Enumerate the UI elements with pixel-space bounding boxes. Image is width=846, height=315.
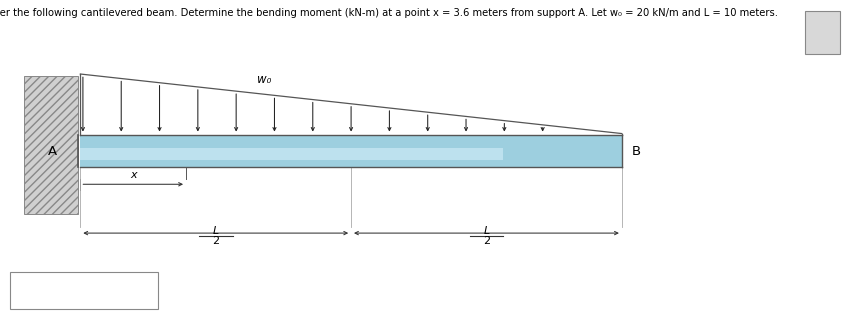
Text: A: A (47, 145, 57, 158)
Text: Consider the following cantilevered beam. Determine the bending moment (kN-m) at: Consider the following cantilevered beam… (0, 8, 778, 18)
Text: L: L (212, 226, 219, 236)
Text: 2: 2 (483, 236, 490, 246)
Text: 2: 2 (212, 236, 219, 246)
Bar (10, 272, 158, 309)
Text: B: B (632, 145, 641, 158)
Bar (80, 135, 622, 167)
Text: x: x (129, 170, 136, 180)
Bar (805, 11, 840, 54)
Bar (80, 148, 503, 160)
Text: w₀: w₀ (257, 73, 272, 86)
Bar (24, 76, 78, 214)
Text: L: L (483, 226, 490, 236)
